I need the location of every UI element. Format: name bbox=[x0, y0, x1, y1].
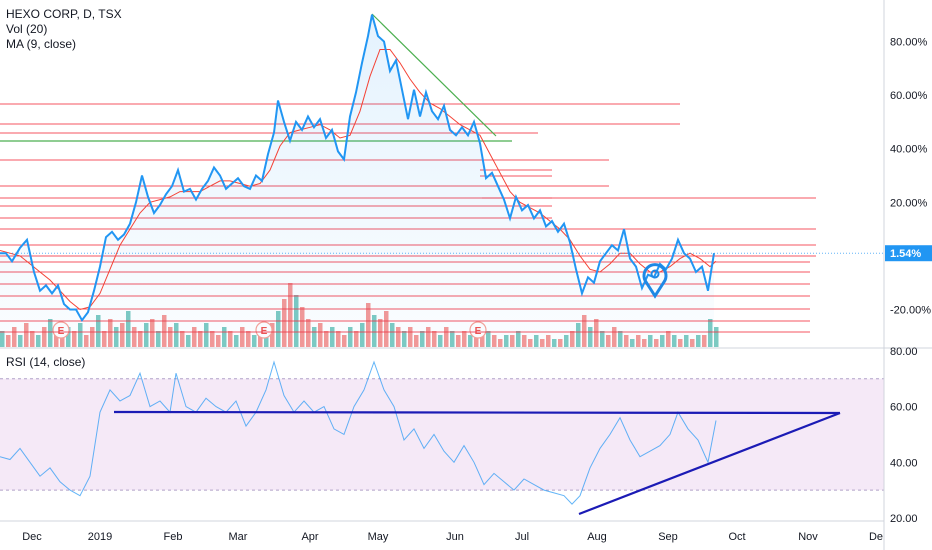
price-line[interactable] bbox=[0, 14, 715, 323]
time-tick-label: Feb bbox=[164, 531, 183, 543]
time-tick-label: Oct bbox=[728, 531, 745, 543]
rsi-line[interactable] bbox=[0, 360, 717, 505]
time-tick-label: Jun bbox=[446, 531, 464, 543]
location-pin-icon[interactable] bbox=[642, 263, 668, 299]
time-tick-label: De bbox=[869, 531, 883, 543]
rsi-horizontal-trendline[interactable] bbox=[113, 410, 841, 415]
last-price-pill bbox=[885, 245, 932, 262]
rsi-tick-label: 80.00 bbox=[890, 346, 918, 358]
legend-rsi[interactable]: RSI (14, close) bbox=[6, 355, 86, 369]
price-tick-label: 80.00% bbox=[890, 37, 928, 49]
time-tick-label: Aug bbox=[587, 531, 607, 543]
time-tick-label: May bbox=[368, 531, 389, 543]
legend-symbol[interactable]: HEXO CORP, D, TSX bbox=[6, 7, 122, 21]
time-tick-label: Dec bbox=[22, 531, 42, 543]
grid bbox=[0, 378, 884, 491]
volume-bar bbox=[714, 327, 719, 347]
rsi-tick-label: 40.00 bbox=[890, 457, 918, 469]
price-pane bbox=[0, 14, 884, 347]
green-trendline[interactable] bbox=[371, 13, 497, 137]
time-tick-label: 2019 bbox=[88, 531, 112, 543]
time-tick-label: Apr bbox=[301, 531, 318, 543]
legend-volume[interactable]: Vol (20) bbox=[6, 22, 48, 36]
price-tick-label: 60.00% bbox=[890, 90, 928, 102]
legend-ma[interactable]: MA (9, close) bbox=[6, 37, 77, 51]
rsi-tick-label: 60.00 bbox=[890, 402, 918, 414]
rsi-band-fill bbox=[0, 378, 884, 491]
rsi-pane bbox=[0, 360, 841, 516]
time-tick-label: Sep bbox=[658, 531, 678, 543]
ma-line bbox=[0, 49, 717, 311]
price-tick-label: 20.00% bbox=[890, 197, 928, 209]
price-tick-label: -20.00% bbox=[890, 305, 931, 317]
price-tick-label: 40.00% bbox=[890, 144, 928, 156]
pin-outline bbox=[642, 263, 668, 299]
pin-dot bbox=[650, 269, 660, 279]
time-tick-label: Jul bbox=[515, 531, 529, 543]
time-tick-label: Mar bbox=[229, 531, 248, 543]
time-tick-label: Nov bbox=[798, 531, 818, 543]
price-area bbox=[0, 14, 714, 347]
rsi-tick-label: 20.00 bbox=[890, 513, 918, 525]
rsi-rising-trendline[interactable] bbox=[578, 411, 841, 516]
last-price-label: 1.54% bbox=[890, 248, 921, 260]
